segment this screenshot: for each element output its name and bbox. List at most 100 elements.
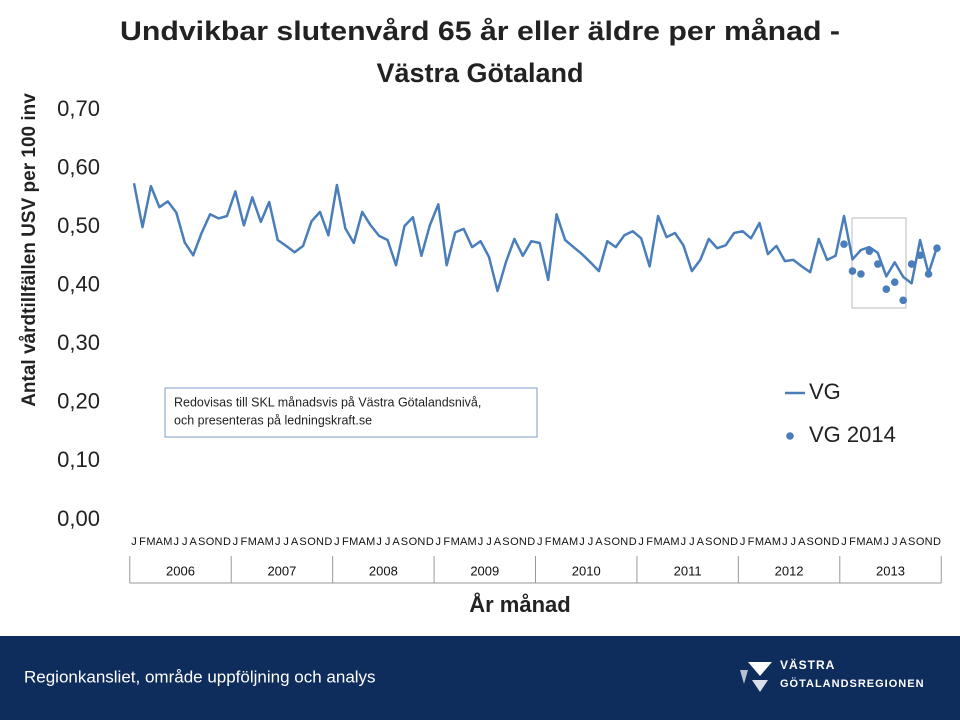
x-tick-label: J bbox=[892, 536, 898, 548]
x-axis-title: År månad bbox=[469, 591, 570, 617]
series-marker bbox=[865, 247, 874, 255]
series-marker bbox=[882, 285, 891, 294]
x-tick-label: S bbox=[299, 536, 306, 548]
x-tick-label: A bbox=[392, 536, 400, 548]
series-marker bbox=[848, 267, 857, 275]
x-tick-label: A bbox=[257, 536, 265, 548]
x-tick-label: S bbox=[807, 536, 814, 548]
x-tick-label: J bbox=[689, 536, 695, 548]
logo-text: VÄSTRA bbox=[780, 657, 835, 672]
x-tick-label: S bbox=[908, 536, 915, 548]
chart-title: Undvikbar slutenvård 65 år eller äldre p… bbox=[120, 16, 840, 46]
x-tick-label: D bbox=[933, 536, 941, 548]
x-tick-label: J bbox=[791, 536, 797, 548]
x-tick-label: D bbox=[223, 536, 231, 548]
x-tick-label: J bbox=[486, 536, 492, 548]
x-tick-label: M bbox=[552, 536, 561, 548]
x-tick-label: J bbox=[681, 536, 687, 548]
y-tick-label: 0,30 bbox=[57, 330, 100, 355]
x-tick-label: J bbox=[275, 536, 281, 548]
group-label: 2013 bbox=[876, 563, 905, 578]
group-label: 2007 bbox=[267, 563, 296, 578]
x-tick-label: M bbox=[569, 536, 578, 548]
x-tick-label: O bbox=[510, 536, 519, 548]
logo-text: GÖTALANDSREGIONEN bbox=[780, 677, 925, 690]
x-tick-label: J bbox=[478, 536, 484, 548]
y-tick-label: 0,20 bbox=[57, 389, 100, 414]
x-tick-label: D bbox=[324, 536, 332, 548]
x-tick-label: N bbox=[417, 536, 425, 548]
x-tick-label: S bbox=[502, 536, 509, 548]
x-tick-label: M bbox=[349, 536, 358, 548]
x-tick-label: F bbox=[139, 536, 146, 548]
footer-text: Regionkansliet, område uppföljning och a… bbox=[24, 667, 376, 686]
x-tick-label: M bbox=[163, 536, 172, 548]
group-label: 2012 bbox=[775, 563, 804, 578]
x-tick-label: M bbox=[755, 536, 764, 548]
x-tick-label: F bbox=[849, 536, 856, 548]
x-tick-label: N bbox=[316, 536, 324, 548]
x-tick-label: O bbox=[713, 536, 722, 548]
x-tick-label: F bbox=[342, 536, 349, 548]
x-tick-label: N bbox=[823, 536, 831, 548]
x-tick-label: A bbox=[494, 536, 502, 548]
x-tick-label: M bbox=[772, 536, 781, 548]
legend-label: VG 2014 bbox=[809, 422, 896, 447]
x-tick-label: A bbox=[359, 536, 367, 548]
x-tick-label: M bbox=[146, 536, 155, 548]
x-tick-label: M bbox=[653, 536, 662, 548]
x-tick-label: S bbox=[705, 536, 712, 548]
y-tick-label: 0,70 bbox=[57, 96, 100, 121]
x-tick-label: J bbox=[131, 536, 137, 548]
x-tick-label: A bbox=[764, 536, 772, 548]
x-tick-label: M bbox=[366, 536, 375, 548]
x-tick-label: F bbox=[443, 536, 450, 548]
x-tick-label: F bbox=[241, 536, 248, 548]
x-tick-label: A bbox=[189, 536, 197, 548]
x-tick-label: F bbox=[646, 536, 653, 548]
chart-title: Västra Götaland bbox=[376, 58, 583, 88]
x-tick-label: J bbox=[334, 536, 340, 548]
x-tick-label: J bbox=[588, 536, 594, 548]
x-tick-label: M bbox=[856, 536, 865, 548]
y-tick-label: 0,60 bbox=[57, 154, 100, 179]
x-tick-label: A bbox=[595, 536, 603, 548]
x-tick-label: J bbox=[174, 536, 180, 548]
x-tick-label: A bbox=[900, 536, 908, 548]
group-label: 2010 bbox=[572, 563, 601, 578]
x-tick-label: N bbox=[925, 536, 933, 548]
series-marker bbox=[857, 270, 865, 278]
x-tick-label: J bbox=[233, 536, 239, 548]
x-tick-label: J bbox=[182, 536, 188, 548]
legend-label: VG bbox=[809, 379, 841, 404]
x-tick-label: J bbox=[385, 536, 391, 548]
x-tick-label: N bbox=[215, 536, 223, 548]
x-tick-label: D bbox=[527, 536, 535, 548]
series-marker bbox=[899, 296, 907, 305]
series-marker bbox=[933, 244, 941, 253]
x-tick-label: J bbox=[782, 536, 788, 548]
x-tick-label: M bbox=[248, 536, 257, 548]
x-tick-label: J bbox=[884, 536, 890, 548]
series-line bbox=[132, 182, 939, 293]
x-tick-label: A bbox=[460, 536, 468, 548]
group-label: 2011 bbox=[674, 563, 702, 578]
x-tick-label: O bbox=[814, 536, 823, 548]
group-label: 2006 bbox=[166, 563, 195, 578]
x-tick-label: S bbox=[604, 536, 611, 548]
annotation-box bbox=[164, 387, 538, 438]
group-label: 2008 bbox=[369, 563, 398, 578]
annotation: och presenteras på ledningskraft.se bbox=[174, 413, 372, 427]
x-tick-label: N bbox=[519, 536, 527, 548]
series-marker bbox=[907, 260, 916, 268]
x-tick-label: O bbox=[916, 536, 925, 548]
x-tick-label: J bbox=[579, 536, 585, 548]
y-tick-label: 0,00 bbox=[57, 506, 100, 531]
x-tick-label: S bbox=[198, 536, 205, 548]
x-tick-label: A bbox=[798, 536, 806, 548]
y-tick-label: 0,50 bbox=[57, 213, 100, 238]
series-marker bbox=[874, 260, 882, 268]
x-tick-label: A bbox=[291, 536, 299, 548]
x-tick-label: J bbox=[436, 536, 442, 548]
